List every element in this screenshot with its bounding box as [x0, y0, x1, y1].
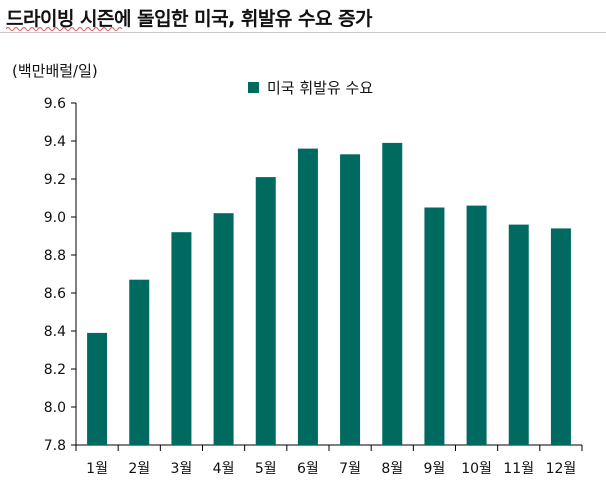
- y-tick-label: 8.2: [44, 362, 66, 378]
- chart-legend: 미국 휘발유 수요: [248, 77, 373, 98]
- x-tick-label: 11월: [503, 461, 534, 477]
- x-tick-label: 10월: [461, 461, 492, 477]
- y-tick-label: 9.6: [44, 96, 66, 112]
- y-axis-unit-label: (백만배럴/일): [12, 62, 98, 80]
- x-tick-label: 12월: [546, 461, 577, 477]
- bar: [508, 224, 529, 445]
- y-tick-label: 8.6: [44, 286, 66, 302]
- y-tick-label: 8.8: [44, 248, 66, 264]
- legend-label: 미국 휘발유 수요: [267, 79, 374, 97]
- bar: [340, 154, 361, 446]
- x-tick-label: 6월: [297, 461, 319, 477]
- bar: [213, 213, 234, 445]
- bar: [550, 228, 571, 445]
- x-tick-label: 5월: [255, 461, 277, 477]
- legend-swatch: [248, 82, 259, 93]
- bar: [87, 332, 108, 445]
- x-tick-label: 8월: [381, 461, 403, 477]
- page-title: 드라이빙 시즌에 돌입한 미국, 휘발유 수요 증가: [6, 8, 373, 30]
- y-tick-label: 8.0: [44, 400, 66, 416]
- x-tick-label: 4월: [213, 461, 235, 477]
- x-tick-label: 9월: [424, 461, 446, 477]
- bar: [424, 207, 445, 445]
- x-tick-label: 3월: [171, 461, 193, 477]
- bar: [129, 279, 150, 445]
- bar: [466, 205, 487, 445]
- spellcheck-underline: [6, 27, 123, 31]
- bar: [382, 142, 403, 445]
- y-tick-label: 9.4: [44, 134, 66, 150]
- x-tick-label: 7월: [339, 461, 361, 477]
- y-tick-label: 9.0: [44, 210, 66, 226]
- bar: [255, 177, 276, 445]
- y-tick-label: 7.8: [44, 438, 66, 454]
- title-divider: [0, 32, 606, 33]
- x-tick-label: 1월: [86, 461, 108, 477]
- bar: [171, 232, 192, 445]
- y-tick-label: 9.2: [44, 172, 66, 188]
- x-tick-label: 2월: [128, 461, 150, 477]
- bar: [297, 148, 318, 445]
- y-tick-label: 8.4: [44, 324, 66, 340]
